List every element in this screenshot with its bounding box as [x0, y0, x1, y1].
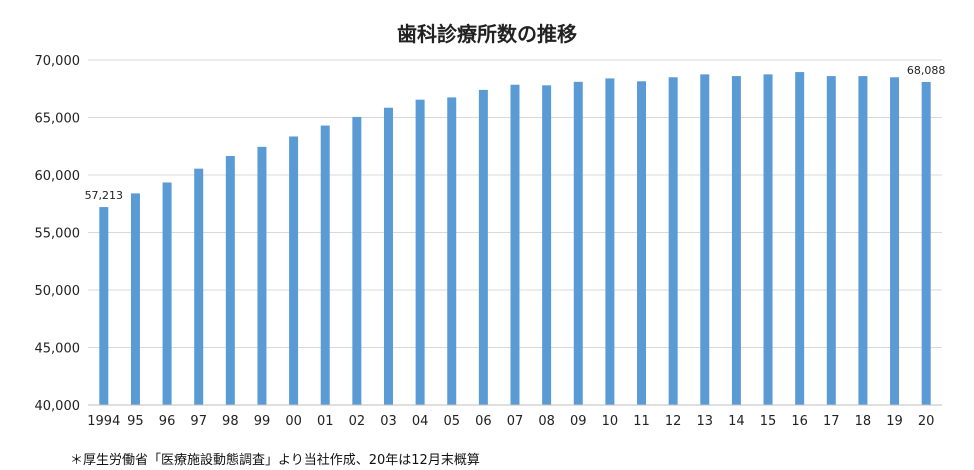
x-tick-label: 01 [317, 414, 334, 429]
labels: 40,000 45,000 50,000 55,000 60,000 65,000 70,0… [35, 54, 946, 429]
x-tick-label: 11 [633, 414, 650, 429]
bar [700, 74, 710, 405]
bar [478, 89, 488, 406]
x-tick-label: 10 [602, 414, 619, 429]
x-tick-label: 13 [697, 414, 714, 429]
x-tick-label: 20 [918, 414, 935, 429]
bar [289, 136, 299, 405]
bar [637, 81, 647, 406]
bar [162, 182, 172, 405]
x-tick-label: 16 [791, 414, 808, 429]
data-label: 57,213 [85, 189, 124, 202]
x-tick-label: 97 [190, 414, 207, 429]
bar [352, 116, 362, 406]
bar [320, 125, 330, 406]
bar [130, 193, 140, 405]
x-tick-label: 14 [728, 414, 745, 429]
x-tick-label: 00 [285, 414, 302, 429]
x-tick-label: 05 [443, 414, 460, 429]
y-tick-label: 50,000 [35, 284, 81, 299]
bar [826, 76, 836, 405]
bars [99, 72, 931, 406]
x-tick-label: 04 [412, 414, 429, 429]
y-tick-label: 60,000 [35, 169, 81, 184]
x-tick-label: 02 [349, 414, 366, 429]
x-tick-label: 03 [380, 414, 397, 429]
y-tick-label: 40,000 [35, 399, 81, 414]
x-tick-label: 19 [886, 414, 903, 429]
x-tick-label: 12 [665, 414, 682, 429]
x-tick-label: 06 [475, 414, 492, 429]
bar [668, 77, 678, 405]
x-tick-label: 18 [855, 414, 872, 429]
bar [731, 76, 741, 405]
bar [921, 81, 931, 405]
bar [225, 156, 235, 405]
bar [257, 146, 267, 405]
bar [890, 77, 900, 405]
bar [573, 81, 583, 405]
x-tick-label: 1994 [87, 414, 120, 429]
chart-title: 歯科診療所数の推移 [397, 22, 577, 46]
x-tick-label: 98 [222, 414, 239, 429]
data-label: 68,088 [907, 64, 946, 77]
bar [858, 76, 868, 405]
y-tick-label: 70,000 [35, 54, 81, 69]
x-tick-label: 08 [538, 414, 555, 429]
x-tick-label: 09 [570, 414, 587, 429]
x-tick-label: 99 [254, 414, 271, 429]
x-tick-label: 96 [159, 414, 176, 429]
x-tick-label: 07 [507, 414, 524, 429]
x-tick-label: 95 [127, 414, 144, 429]
bar [795, 72, 805, 405]
y-tick-label: 55,000 [35, 227, 81, 242]
bar [415, 99, 425, 406]
footnote: ＊厚生労働省「医療施設動態調査」より当社作成、20年は12月末概算 [70, 453, 480, 468]
bar [447, 97, 457, 405]
y-tick-label: 45,000 [35, 342, 81, 357]
bar [194, 168, 204, 405]
x-tick-label: 15 [760, 414, 777, 429]
bar [605, 78, 615, 406]
bar [383, 107, 393, 405]
y-tick-label: 65,000 [35, 112, 81, 127]
bar [542, 85, 552, 406]
x-tick-label: 17 [823, 414, 840, 429]
bar [510, 84, 520, 405]
bar [99, 207, 109, 405]
bar [763, 74, 773, 405]
